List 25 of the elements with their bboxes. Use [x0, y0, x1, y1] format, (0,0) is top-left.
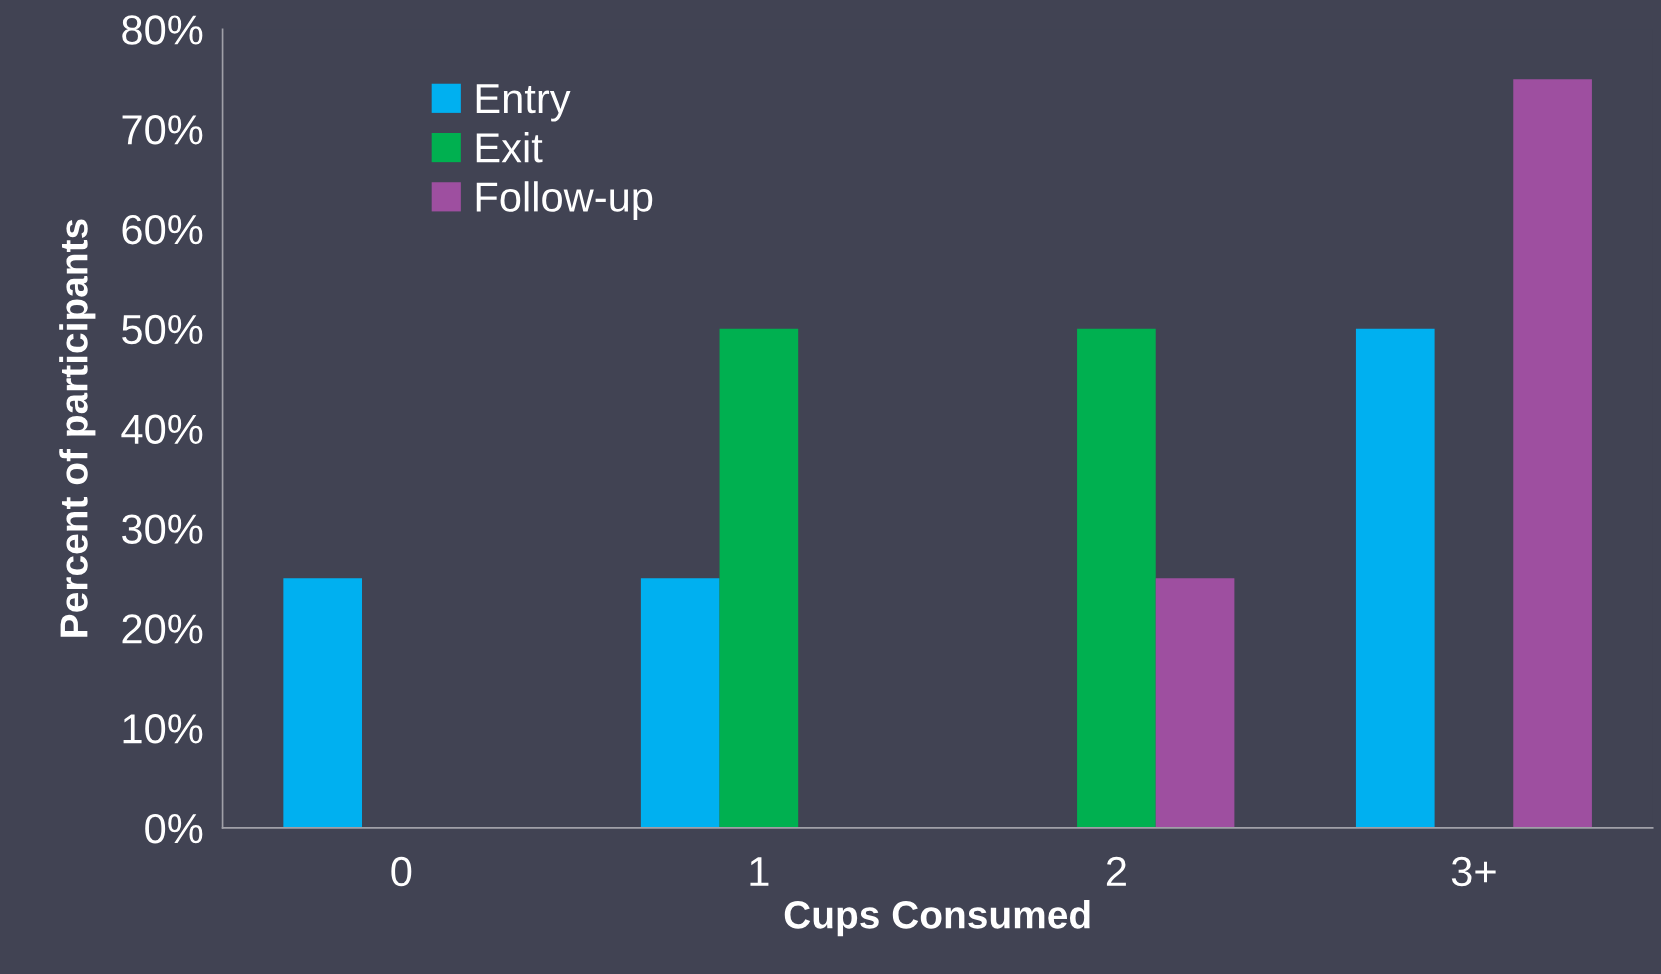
y-tick-label: 70%	[122, 115, 203, 145]
x-tick-label: 2	[1106, 856, 1126, 886]
x-axis-title: Cups Consumed	[784, 900, 1090, 937]
bar	[719, 328, 799, 828]
bar	[283, 578, 363, 828]
y-tick-label: 40%	[121, 414, 203, 445]
x-tick-label: 1	[750, 857, 769, 886]
y-tick-label: 20%	[122, 614, 203, 644]
bar	[1077, 328, 1156, 828]
bar	[640, 578, 720, 828]
y-tick-label: 0%	[145, 813, 203, 844]
y-tick-label: 80%	[122, 15, 203, 45]
x-tick-label: 3+	[1451, 856, 1496, 887]
y-tick-label: 50%	[122, 314, 203, 345]
bar	[1513, 79, 1592, 828]
y-tick-label: 30%	[122, 514, 203, 544]
y-tick-label: 60%	[122, 214, 203, 245]
legend-label: Exit	[476, 131, 543, 163]
legend-label: Follow-up	[476, 181, 653, 221]
bar	[1155, 578, 1235, 828]
bar	[1355, 328, 1435, 828]
legend-label: Entry	[476, 84, 571, 122]
y-axis-title: Percent of participants	[59, 219, 96, 637]
y-tick-label: 10%	[123, 714, 203, 744]
x-tick-label: 0	[391, 856, 412, 887]
